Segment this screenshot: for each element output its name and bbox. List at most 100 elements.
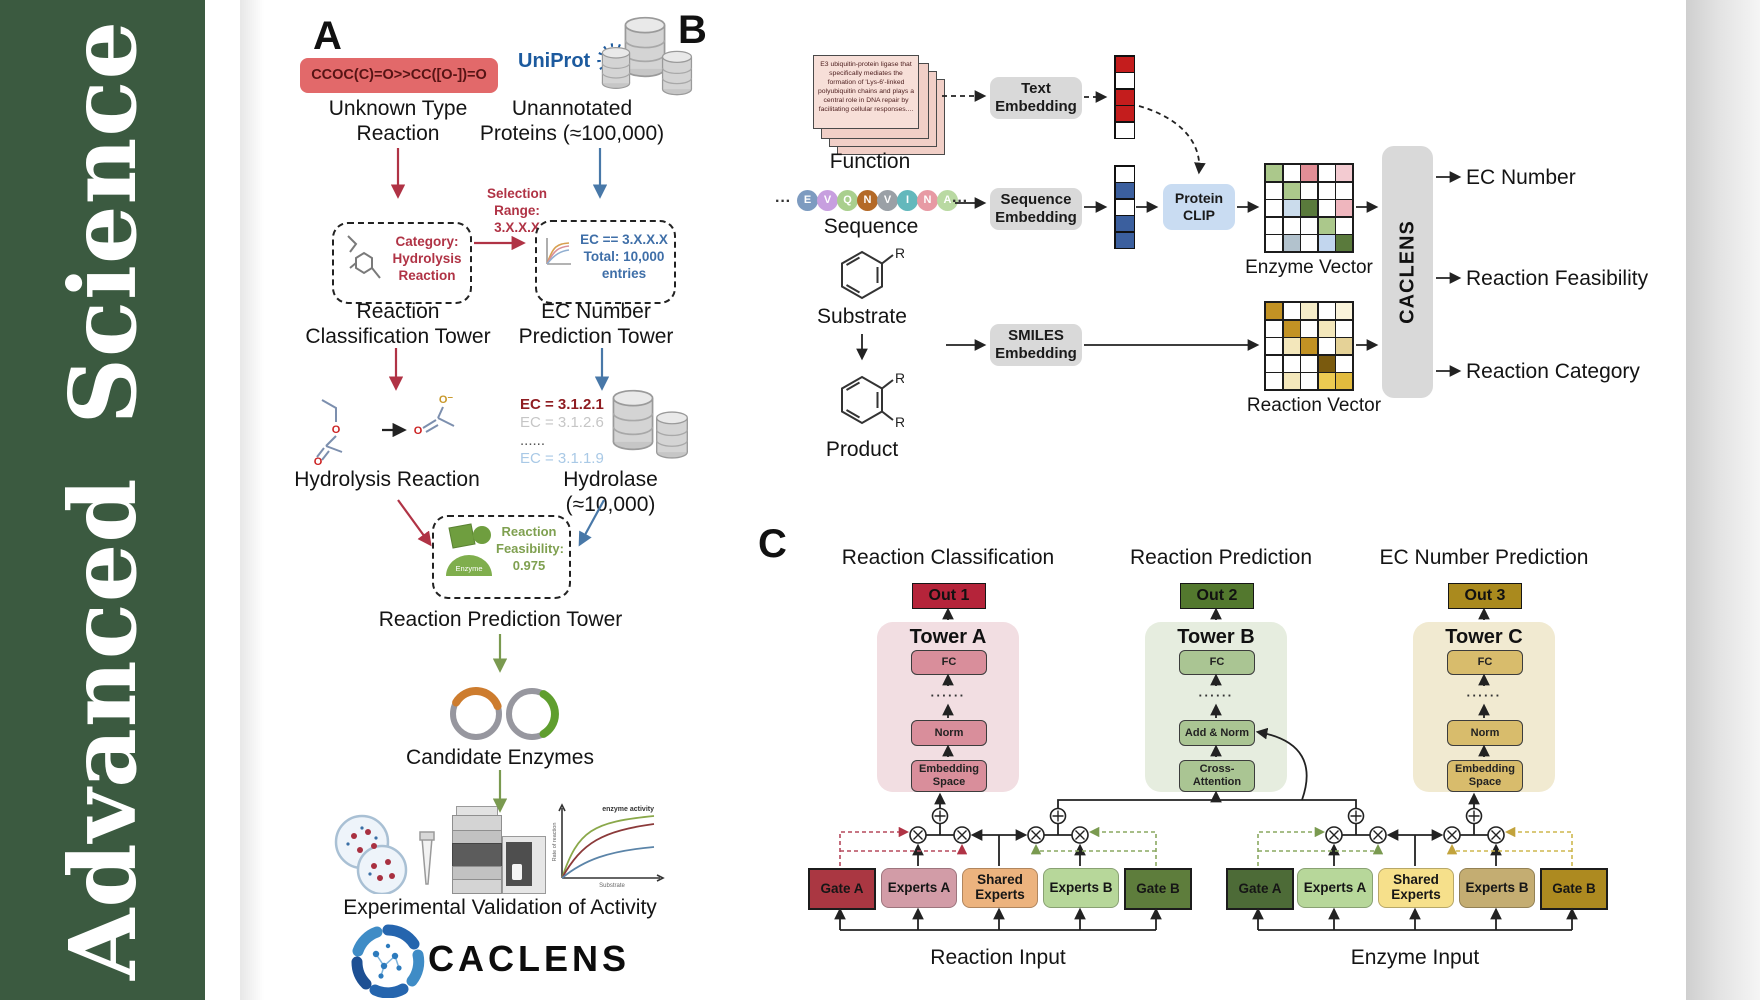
- experts-b-reaction: Experts B: [1043, 868, 1119, 908]
- uniprot-logo: UniProt: [518, 50, 591, 72]
- svg-text:O: O: [314, 456, 323, 466]
- sequence-embedding-box: Sequence Embedding: [990, 188, 1082, 230]
- tower-a-title: Tower A: [909, 626, 987, 648]
- panel-c-label: C: [758, 522, 787, 566]
- category-hydrolysis-text: Category: Hydrolysis Reaction: [392, 234, 462, 283]
- feasibility-text: Reaction Feasibility: 0.975: [496, 524, 564, 573]
- ec-tower-label: EC Number Prediction Tower: [518, 300, 674, 348]
- journal-title: Advanced Science: [48, 20, 157, 980]
- ec-item: ......: [520, 432, 546, 449]
- sequence-embedding-vector: [1114, 165, 1135, 249]
- r-group-label: R: [895, 370, 904, 386]
- caclens-model-bar: CACLENS: [1382, 146, 1433, 398]
- hydrolysis-reaction-label: Hydrolysis Reaction: [294, 468, 480, 491]
- ec-total-text: EC == 3.X.X.X Total: 10,000 entries: [580, 232, 668, 281]
- experts-b-enzyme: Experts B: [1459, 868, 1535, 908]
- r-group-label: R: [895, 246, 904, 261]
- output-reaction-category: Reaction Category: [1466, 360, 1640, 383]
- shared-experts-reaction: Shared Experts: [962, 868, 1038, 908]
- experimental-validation-label: Experimental Validation of Activity: [343, 896, 657, 919]
- reaction-input-label: Reaction Input: [930, 946, 1066, 969]
- chart-ylabel: Rate of reaction: [552, 823, 558, 862]
- experts-a-reaction: Experts A: [881, 868, 957, 908]
- multiply-node-icon: [909, 826, 1505, 844]
- layer-dots: ······: [1198, 688, 1234, 703]
- ec-number-list: EC = 3.1.2.1 EC = 3.1.2.6 ...... EC = 3.…: [520, 396, 604, 468]
- smiles-reaction-box: CCOC(C)=O>>CC([O-])=O: [300, 58, 498, 93]
- smiles-embedding-box: SMILES Embedding: [990, 324, 1082, 366]
- hplc-instrument-icon: [446, 806, 546, 894]
- page-spine-shadow: [240, 0, 264, 1000]
- function-card: E3 ubiquitin-protein ligase that specifi…: [813, 55, 919, 129]
- panel-a-label: A: [313, 14, 342, 58]
- out1-box: Out 1: [912, 583, 986, 609]
- tower-c-title: Tower C: [1445, 626, 1523, 648]
- header-ec-number-prediction: EC Number Prediction: [1379, 546, 1589, 569]
- database-icon: [601, 46, 631, 90]
- database-icon: [612, 389, 654, 451]
- svg-text:O: O: [414, 425, 423, 437]
- journal-sidebar: Advanced Science: [0, 0, 205, 1000]
- sequence-ellipsis: ···: [775, 193, 791, 210]
- ester-molecule-icon: O O: [314, 399, 343, 466]
- caclens-bar-text: CACLENS: [1396, 220, 1418, 324]
- benzene-substrate-icon: R: [841, 246, 904, 300]
- add-node-icon: [931, 807, 1483, 825]
- unknown-type-label: Unknown Type Reaction: [328, 97, 468, 145]
- unannotated-proteins-label: Unannotated Proteins (≈100,000): [479, 97, 665, 145]
- enzyme-vector-grid: [1264, 163, 1354, 253]
- ec-item: EC = 3.1.2.6: [520, 414, 604, 431]
- norm-layer: Norm: [911, 720, 987, 746]
- acetate-molecule-icon: O⁻ O: [414, 394, 455, 437]
- experts-a-enzyme: Experts A: [1297, 868, 1373, 908]
- enzyme-input-label: Enzyme Input: [1350, 946, 1480, 969]
- norm-layer: Norm: [1447, 720, 1523, 746]
- gate-a-reaction: Gate A: [808, 868, 876, 910]
- cross-attention-layer: Cross- Attention: [1179, 760, 1255, 792]
- curves-icon: [546, 238, 571, 265]
- header-reaction-prediction: Reaction Prediction: [1129, 546, 1313, 569]
- fc-layer: FC: [911, 650, 987, 675]
- layer-dots: ······: [930, 688, 966, 703]
- ec-prediction-box: [535, 220, 676, 304]
- svg-text:O⁻: O⁻: [439, 394, 454, 406]
- svg-text:O: O: [332, 424, 341, 436]
- shared-experts-enzyme: Shared Experts: [1378, 868, 1454, 908]
- enzyme-vector-label: Enzyme Vector: [1245, 257, 1373, 278]
- sequence-ellipsis: ···: [952, 193, 968, 210]
- text-embedding-vector: [1114, 55, 1135, 139]
- output-ec-number: EC Number: [1466, 166, 1576, 189]
- caclens-logo-icon: [351, 924, 425, 998]
- sequence-label: Sequence: [823, 215, 919, 238]
- gate-a-enzyme: Gate A: [1226, 868, 1294, 910]
- add-norm-layer: Add & Norm: [1179, 720, 1255, 746]
- protein-clip-box: Protein CLIP: [1163, 184, 1235, 230]
- database-icon: [661, 50, 693, 96]
- tower-b-title: Tower B: [1177, 626, 1255, 648]
- hydrolase-label: Hydrolase (≈10,000): [563, 468, 658, 516]
- candidate-enzymes-label: Candidate Enzymes: [406, 746, 594, 769]
- caclens-wordmark: CACLENS: [428, 938, 631, 979]
- ec-item: EC = 3.1.1.9: [520, 450, 604, 467]
- molecule-icon: [347, 235, 381, 279]
- function-label: Function: [829, 150, 911, 173]
- activity-chart-icon: enzyme activity Rate of reaction Substra…: [552, 803, 665, 889]
- r-group-label: R: [895, 414, 904, 430]
- selection-range-text: Selection Range: 3.X.X.X: [486, 186, 548, 235]
- enzyme-icon: Enzyme: [446, 523, 492, 576]
- plasmid-icon: [450, 687, 559, 740]
- database-icon: [656, 411, 688, 459]
- ec-item: EC = 3.1.2.1: [520, 396, 604, 413]
- out3-box: Out 3: [1448, 583, 1522, 609]
- reaction-vector-label: Reaction Vector: [1246, 395, 1382, 416]
- gate-b-enzyme: Gate B: [1540, 868, 1608, 910]
- fc-layer: FC: [1447, 650, 1523, 675]
- chart-xlabel: Substrate: [599, 883, 625, 889]
- benzene-product-icon: R R: [841, 370, 904, 430]
- prediction-tower-label: Reaction Prediction Tower: [378, 608, 623, 631]
- layer-dots: ······: [1466, 688, 1502, 703]
- gate-b-reaction: Gate B: [1124, 868, 1192, 910]
- header-reaction-classification: Reaction Classification: [841, 546, 1055, 569]
